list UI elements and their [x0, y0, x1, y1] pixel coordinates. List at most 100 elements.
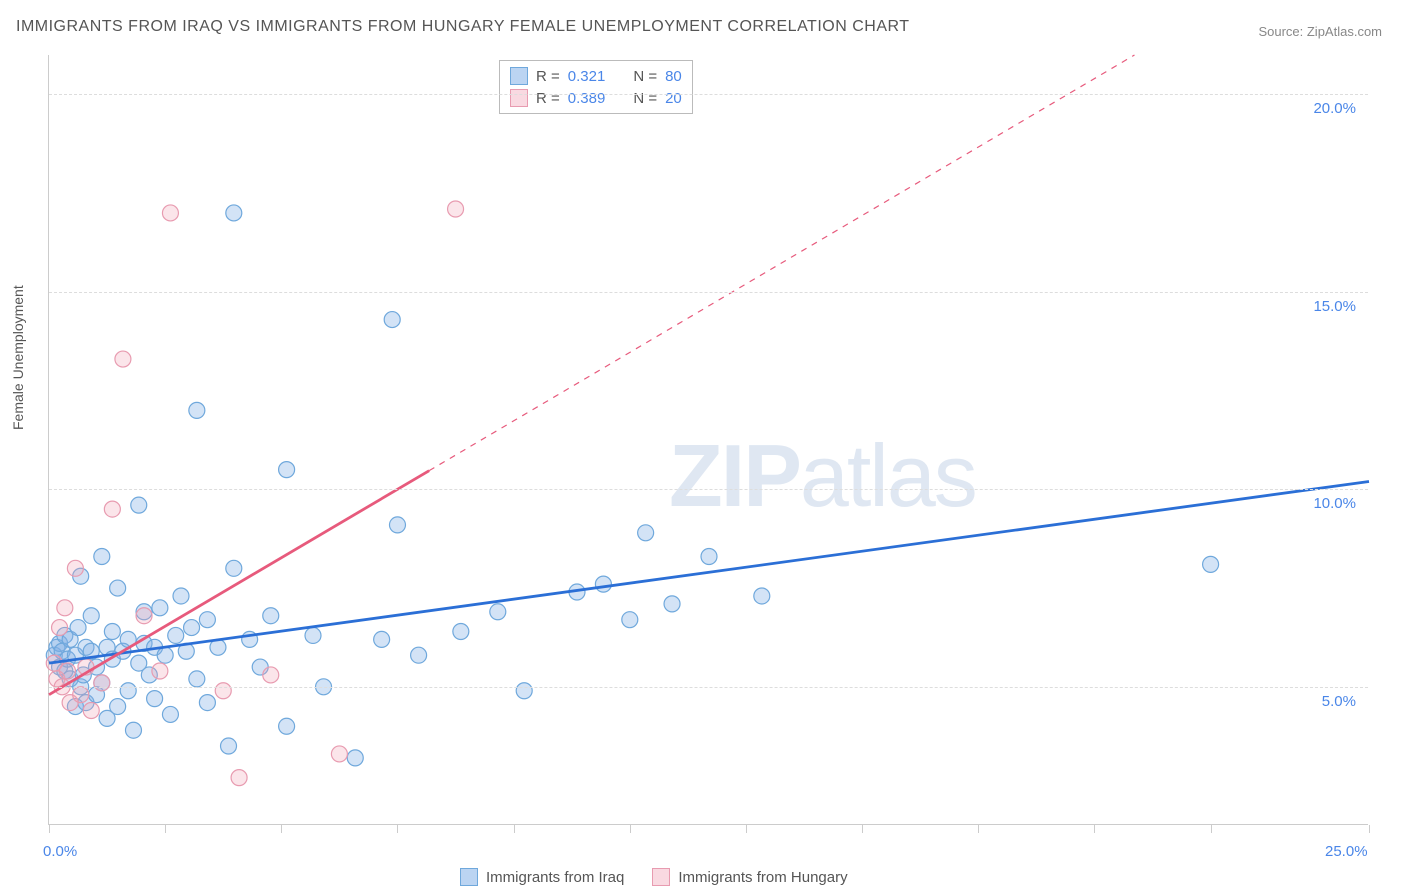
legend-row-hungary: R = 0.389 N = 20 — [510, 87, 682, 109]
data-point — [94, 675, 110, 691]
y-tick-label: 10.0% — [1313, 495, 1356, 512]
data-point — [189, 671, 205, 687]
data-point — [411, 647, 427, 663]
swatch-blue-icon — [460, 868, 478, 886]
data-point — [83, 608, 99, 624]
data-point — [152, 663, 168, 679]
data-point — [263, 667, 279, 683]
x-tick — [514, 825, 515, 833]
data-point — [57, 600, 73, 616]
x-tick — [1369, 825, 1370, 833]
data-point — [664, 596, 680, 612]
data-point — [70, 620, 86, 636]
x-tick — [978, 825, 979, 833]
x-tick — [630, 825, 631, 833]
x-tick — [281, 825, 282, 833]
x-tick — [746, 825, 747, 833]
data-point — [173, 588, 189, 604]
data-point — [189, 402, 205, 418]
data-point — [104, 501, 120, 517]
legend-row-iraq: R = 0.321 N = 80 — [510, 65, 682, 87]
trend-line-hungary-dashed — [429, 55, 1134, 471]
swatch-blue-icon — [510, 67, 528, 85]
x-tick-label: 0.0% — [43, 843, 77, 860]
data-point — [226, 205, 242, 221]
data-point — [59, 663, 75, 679]
swatch-pink-icon — [652, 868, 670, 886]
data-point — [136, 608, 152, 624]
chart-svg — [49, 55, 1368, 824]
data-point — [347, 750, 363, 766]
data-point — [622, 612, 638, 628]
data-point — [215, 683, 231, 699]
x-tick — [1094, 825, 1095, 833]
chart-title: IMMIGRANTS FROM IRAQ VS IMMIGRANTS FROM … — [16, 18, 910, 36]
source-attribution: Source: ZipAtlas.com — [1258, 24, 1382, 39]
data-point — [453, 624, 469, 640]
legend-item-hungary: Immigrants from Hungary — [652, 868, 847, 886]
r-label: R = — [536, 90, 560, 107]
swatch-pink-icon — [510, 89, 528, 107]
n-label: N = — [633, 90, 657, 107]
y-tick-label: 15.0% — [1313, 298, 1356, 315]
data-point — [83, 702, 99, 718]
data-point — [73, 687, 89, 703]
data-point — [147, 691, 163, 707]
grid-line — [49, 489, 1368, 490]
data-point — [279, 718, 295, 734]
data-point — [226, 560, 242, 576]
data-point — [384, 312, 400, 328]
data-point — [110, 699, 126, 715]
data-point — [490, 604, 506, 620]
data-point — [162, 706, 178, 722]
r-value-hungary: 0.389 — [568, 90, 606, 107]
data-point — [199, 612, 215, 628]
data-point — [595, 576, 611, 592]
data-point — [162, 205, 178, 221]
data-point — [52, 620, 68, 636]
r-value-iraq: 0.321 — [568, 68, 606, 85]
data-point — [168, 627, 184, 643]
x-tick — [49, 825, 50, 833]
data-point — [448, 201, 464, 217]
data-point — [374, 631, 390, 647]
y-axis-label: Female Unemployment — [10, 285, 26, 430]
x-tick — [165, 825, 166, 833]
legend-item-iraq: Immigrants from Iraq — [460, 868, 624, 886]
y-tick-label: 20.0% — [1313, 100, 1356, 117]
legend-label-hungary: Immigrants from Hungary — [678, 869, 847, 886]
grid-line — [49, 94, 1368, 95]
data-point — [389, 517, 405, 533]
x-tick — [1211, 825, 1212, 833]
r-label: R = — [536, 68, 560, 85]
grid-line — [49, 292, 1368, 293]
data-point — [94, 548, 110, 564]
data-point — [331, 746, 347, 762]
correlation-legend: R = 0.321 N = 80 R = 0.389 N = 20 — [499, 60, 693, 114]
legend-label-iraq: Immigrants from Iraq — [486, 869, 624, 886]
data-point — [263, 608, 279, 624]
data-point — [152, 600, 168, 616]
data-point — [120, 683, 136, 699]
data-point — [279, 462, 295, 478]
data-point — [231, 770, 247, 786]
x-tick — [397, 825, 398, 833]
data-point — [110, 580, 126, 596]
trend-line-iraq — [49, 481, 1369, 663]
data-point — [221, 738, 237, 754]
data-point — [131, 497, 147, 513]
data-point — [184, 620, 200, 636]
chart-plot-area: R = 0.321 N = 80 R = 0.389 N = 20 ZIPatl… — [48, 55, 1368, 825]
data-point — [516, 683, 532, 699]
x-tick-label: 25.0% — [1325, 843, 1368, 860]
data-point — [125, 722, 141, 738]
data-point — [305, 627, 321, 643]
data-point — [754, 588, 770, 604]
y-tick-label: 5.0% — [1322, 693, 1356, 710]
x-tick — [862, 825, 863, 833]
data-point — [1203, 556, 1219, 572]
grid-line — [49, 687, 1368, 688]
data-point — [701, 548, 717, 564]
data-point — [157, 647, 173, 663]
n-value-iraq: 80 — [665, 68, 682, 85]
